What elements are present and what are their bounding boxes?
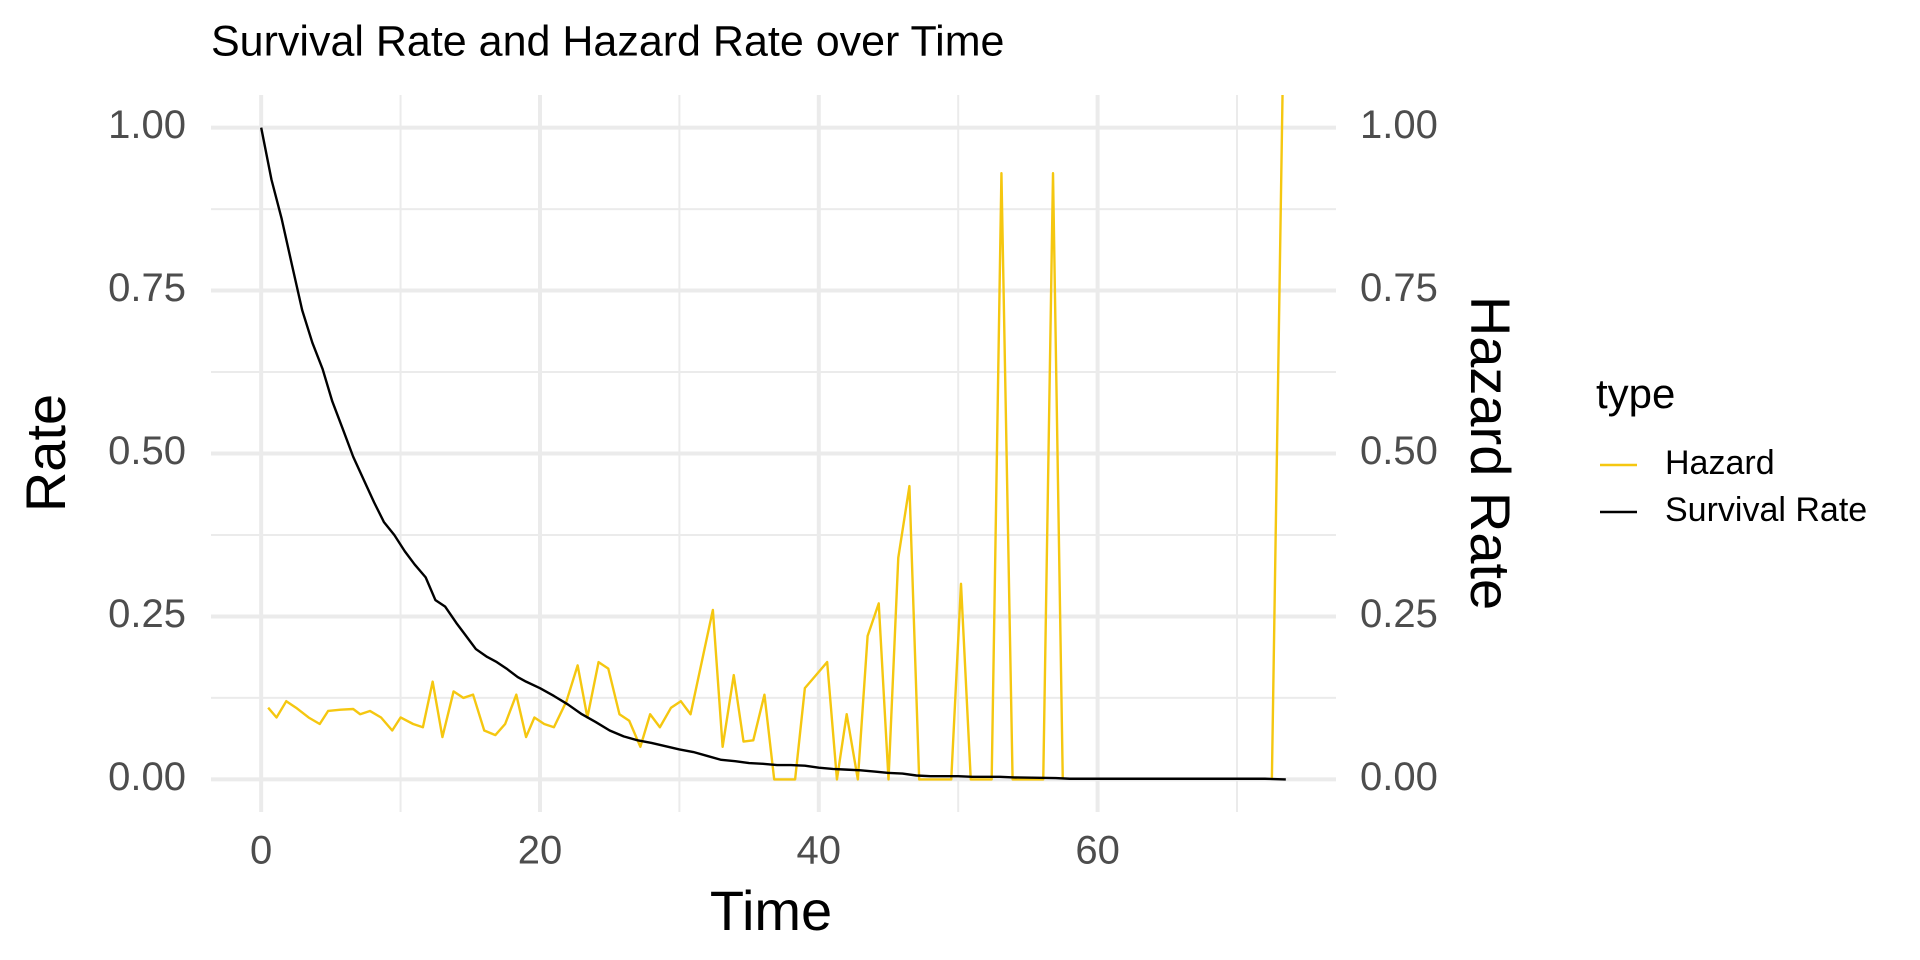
y2-tick-label: 0.00	[1360, 755, 1438, 799]
x-axis-title: Time	[710, 879, 832, 942]
y2-tick-label: 0.75	[1360, 266, 1438, 310]
grid	[211, 95, 1336, 812]
y-tick-label: 0.00	[108, 755, 186, 799]
series-line	[267, 95, 1284, 781]
chart-title: Survival Rate and Hazard Rate over Time	[211, 17, 1004, 65]
y-tick-label: 0.75	[108, 266, 186, 310]
y2-tick-label: 1.00	[1360, 103, 1438, 147]
y2-axis-title: Hazard Rate	[1459, 296, 1522, 610]
legend-title: type	[1596, 370, 1675, 417]
x-tick-label: 40	[797, 829, 842, 873]
x-tick-label: 60	[1075, 829, 1120, 873]
legend-label: Hazard	[1665, 444, 1775, 482]
y-axis-title: Rate	[14, 394, 77, 512]
x-tick-label: 20	[518, 829, 563, 873]
y-tick-label: 0.50	[108, 429, 186, 473]
y-tick-label: 1.00	[108, 103, 186, 147]
legend-label: Survival Rate	[1665, 491, 1867, 529]
y2-tick-label: 0.50	[1360, 429, 1438, 473]
y2-tick-label: 0.25	[1360, 592, 1438, 636]
series-line	[260, 127, 1286, 781]
x-tick-label: 0	[250, 829, 272, 873]
y-tick-label: 0.25	[108, 592, 186, 636]
